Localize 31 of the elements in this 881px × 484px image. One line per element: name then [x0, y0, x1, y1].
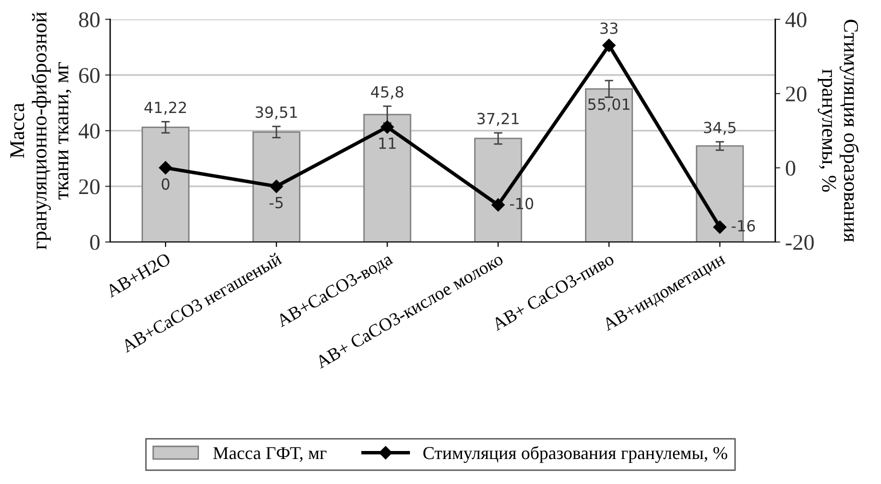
point — [380, 120, 394, 134]
data-label: 55,01 — [588, 98, 630, 112]
data-label: 0 — [162, 178, 170, 190]
y-tick-label: 20 — [79, 179, 100, 194]
data-label: 37,21 — [477, 112, 519, 126]
y-tick-label: 80 — [79, 12, 100, 28]
data-label: 45,8 — [371, 86, 404, 100]
legend-label: Масса ГФТ, мг — [213, 447, 326, 462]
data-label: 39,51 — [256, 106, 297, 120]
y2-axis-title: Стимуляция образования гранулемы, % — [818, 20, 860, 242]
point — [713, 220, 726, 234]
data-label: 33 — [600, 22, 618, 34]
data-label: 34,5 — [704, 122, 736, 135]
point — [270, 180, 283, 193]
data-label: -5 — [270, 197, 283, 208]
data-label: 41,22 — [144, 102, 186, 115]
point — [602, 38, 616, 52]
legend-label: Стимуляция образования гранулемы, % — [423, 446, 728, 463]
y2-tick-label: 40 — [785, 12, 806, 28]
data-label: -16 — [732, 220, 755, 232]
y2-tick-label: -20 — [786, 234, 814, 250]
point — [492, 198, 505, 212]
y2-tick-label: 20 — [786, 86, 806, 102]
data-label: 11 — [379, 138, 396, 149]
data-label: -10 — [510, 198, 534, 210]
point — [158, 161, 172, 174]
y-tick-label: 60 — [79, 68, 100, 83]
y-tick-label: 40 — [78, 124, 100, 139]
y-tick-label: 0 — [90, 234, 100, 250]
y-axis-title: Масса грануляционно-фиброзной ткани ткани, мг — [10, 12, 72, 250]
y2-tick-label: 0 — [786, 160, 796, 176]
